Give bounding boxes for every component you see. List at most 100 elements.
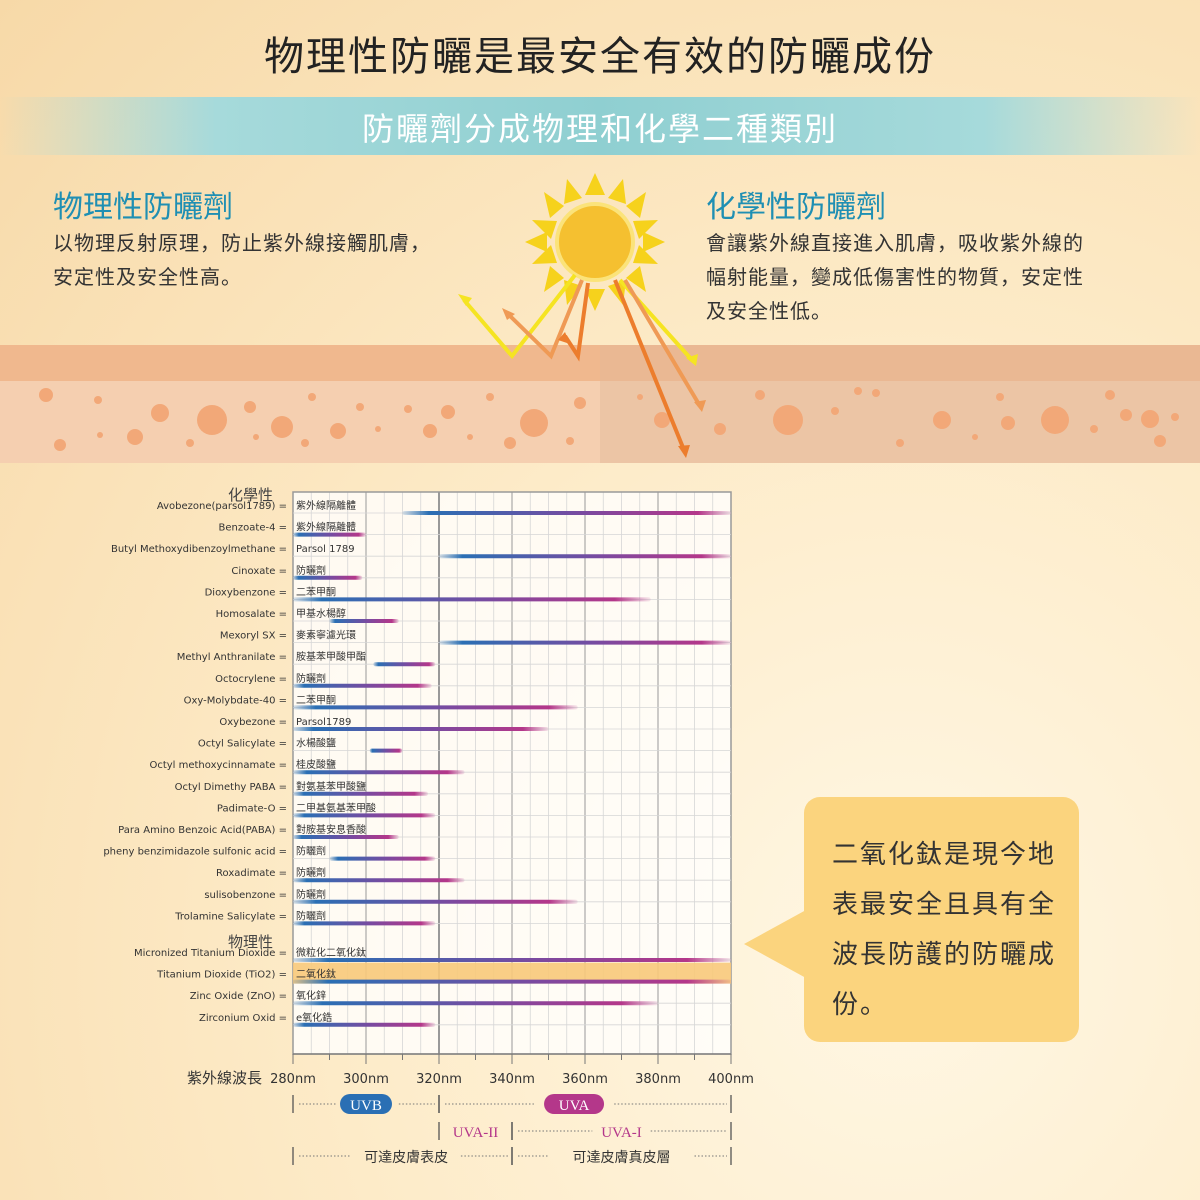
ingredient-zh: 對氨基苯甲酸鹽 xyxy=(296,780,366,793)
chemical-section-title: 化學性防曬劑 xyxy=(706,190,886,225)
x-tick-label: 300nm xyxy=(343,1072,389,1087)
ingredient-zh: 水楊酸鹽 xyxy=(296,737,336,750)
ingredient-zh: 麥素寧濾光環 xyxy=(296,629,356,642)
absorption-bar xyxy=(293,979,731,984)
x-axis-label: 紫外線波長 xyxy=(187,1069,262,1087)
ingredient-name: Micronized Titanium Dioxide = xyxy=(134,948,287,959)
ingredient-name: pheny benzimidazole sulfonic acid = xyxy=(103,847,287,858)
absorption-bar xyxy=(293,575,363,580)
absorption-bar xyxy=(293,921,436,926)
ingredient-name: sulisobenzone = xyxy=(204,890,287,901)
ingredient-zh: Parsol1789 xyxy=(296,717,351,728)
ingredient-name: Octyl Salicylate = xyxy=(198,739,287,750)
x-tick-label: 400nm xyxy=(708,1072,754,1087)
absorption-bar xyxy=(293,1022,436,1027)
epidermis-label: 可達皮膚表皮 xyxy=(364,1150,448,1166)
highlight-row xyxy=(293,962,731,984)
absorption-bar xyxy=(373,662,436,667)
absorption-bar xyxy=(439,554,731,559)
ingredient-zh: 防曬劑 xyxy=(296,845,326,858)
absorption-bar xyxy=(293,770,465,775)
uvb-pill xyxy=(340,1094,392,1114)
page-title: 物理性防曬是最安全有效的防曬成份 xyxy=(264,34,936,80)
absorption-bar xyxy=(293,597,651,602)
x-tick-label: 340nm xyxy=(489,1072,535,1087)
ingredient-zh: 對胺基安息香酸 xyxy=(296,823,366,836)
uva-pill xyxy=(544,1094,605,1114)
ingredient-name: Zirconium Oxid = xyxy=(199,1013,287,1024)
uvb-label: UVB xyxy=(350,1098,382,1114)
absorption-bar xyxy=(329,856,436,861)
absorption-bar xyxy=(369,748,403,753)
ingredient-zh: 胺基苯甲酸甲酯 xyxy=(296,650,366,663)
skin-layer-illustration xyxy=(0,345,1200,463)
absorption-bar xyxy=(293,878,465,883)
ingredient-zh: e氧化鋯 xyxy=(296,1011,332,1024)
ingredient-zh: 氧化鋅 xyxy=(296,989,326,1002)
absorption-bar xyxy=(293,683,432,688)
ingredient-zh: Parsol 1789 xyxy=(296,544,355,555)
callout-line-4: 份。 xyxy=(832,990,889,1020)
banner-background xyxy=(0,97,1200,155)
absorption-bar xyxy=(293,791,429,796)
ingredient-name: Zinc Oxide (ZnO) = xyxy=(190,991,287,1002)
callout-text: 二氧化鈦是現今地 表最安全且具有全 波長防護的防曬成 份。 xyxy=(832,830,1062,1030)
sun-icon xyxy=(458,173,706,458)
ingredient-zh: 微粒化二氧化鈦 xyxy=(296,946,366,959)
chemical-desc-line-1: 會讓紫外線直接進入肌膚，吸收紫外線的 xyxy=(706,231,1084,255)
absorption-bar xyxy=(293,727,549,731)
uva1-label: UVA-I xyxy=(601,1125,642,1141)
ingredient-zh: 防曬劑 xyxy=(296,564,326,577)
x-tick-label: 280nm xyxy=(270,1072,316,1087)
absorption-bar xyxy=(293,835,399,839)
callout-line-2: 表最安全且具有全 xyxy=(832,890,1057,920)
absorption-bar xyxy=(402,511,731,515)
ingredient-zh: 防曬劑 xyxy=(296,909,326,922)
ingredient-name: Octyl methoxycinnamate = xyxy=(149,760,287,771)
ingredient-name: Butyl Methoxydibenzoylmethane = xyxy=(111,544,287,555)
ingredient-name: Octyl Dimethy PABA = xyxy=(175,782,287,793)
absorption-bar xyxy=(329,619,399,623)
callout-line-1: 二氧化鈦是現今地 xyxy=(832,840,1057,870)
callout-pointer xyxy=(744,910,806,978)
banner-subtitle: 防曬劑分成物理和化學二種類別 xyxy=(361,110,838,148)
ingredient-name: Oxybezone = xyxy=(219,717,287,728)
x-tick-label: 380nm xyxy=(635,1072,681,1087)
ingredient-name: Cinoxate = xyxy=(231,566,287,577)
uva2-label: UVA-II xyxy=(453,1125,499,1141)
ingredient-zh: 二苯甲酮 xyxy=(296,693,336,706)
ingredient-zh: 防曬劑 xyxy=(296,888,326,901)
ingredient-zh: 二苯甲酮 xyxy=(296,585,336,598)
absorption-bar xyxy=(293,1001,658,1006)
x-tick-label: 320nm xyxy=(416,1072,462,1087)
ingredient-name: Trolamine Salicylate = xyxy=(174,911,287,922)
ingredient-name: Octocrylene = xyxy=(215,674,287,685)
ingredient-name: Dioxybenzone = xyxy=(205,587,287,598)
ingredient-zh: 防曬劑 xyxy=(296,866,326,879)
chemical-desc-line-3: 及安全性低。 xyxy=(706,299,832,323)
uva-label: UVA xyxy=(559,1098,590,1114)
ingredient-zh: 甲基水楊醇 xyxy=(296,607,346,620)
physical-desc-line-1: 以物理反射原理，防止紫外線接觸肌膚， xyxy=(53,231,431,255)
physical-section-title: 物理性防曬劑 xyxy=(53,190,233,225)
ingredient-name: Para Amino Benzoic Acid(PABA) = xyxy=(118,825,287,836)
ingredient-zh: 防曬劑 xyxy=(296,672,326,685)
x-tick-label: 360nm xyxy=(562,1072,608,1087)
ingredient-name: Padimate-O = xyxy=(217,803,287,814)
callout-box xyxy=(804,797,1079,1042)
ingredient-zh: 二氧化鈦 xyxy=(296,968,336,981)
absorption-bar xyxy=(293,958,731,962)
ingredient-name: Mexoryl SX = xyxy=(220,631,287,642)
ingredient-zh: 紫外線隔離體 xyxy=(296,499,356,512)
dermis-label: 可達皮膚真皮層 xyxy=(573,1150,671,1166)
callout-line-3: 波長防護的防曬成 xyxy=(832,940,1057,970)
absorption-bar xyxy=(293,899,578,904)
ingredient-zh: 二甲基氨基苯甲酸 xyxy=(296,801,376,814)
ingredient-zh: 桂皮酸鹽 xyxy=(296,758,336,771)
ingredient-name: Methyl Anthranilate = xyxy=(177,652,287,663)
ingredient-name: Benzoate-4 = xyxy=(219,523,287,534)
ingredient-name: Homosalate = xyxy=(216,609,287,620)
ingredient-name: Avobezone(parsol1789) = xyxy=(157,501,287,512)
ingredient-name: Titanium Dioxide (TiO2) = xyxy=(156,970,287,981)
